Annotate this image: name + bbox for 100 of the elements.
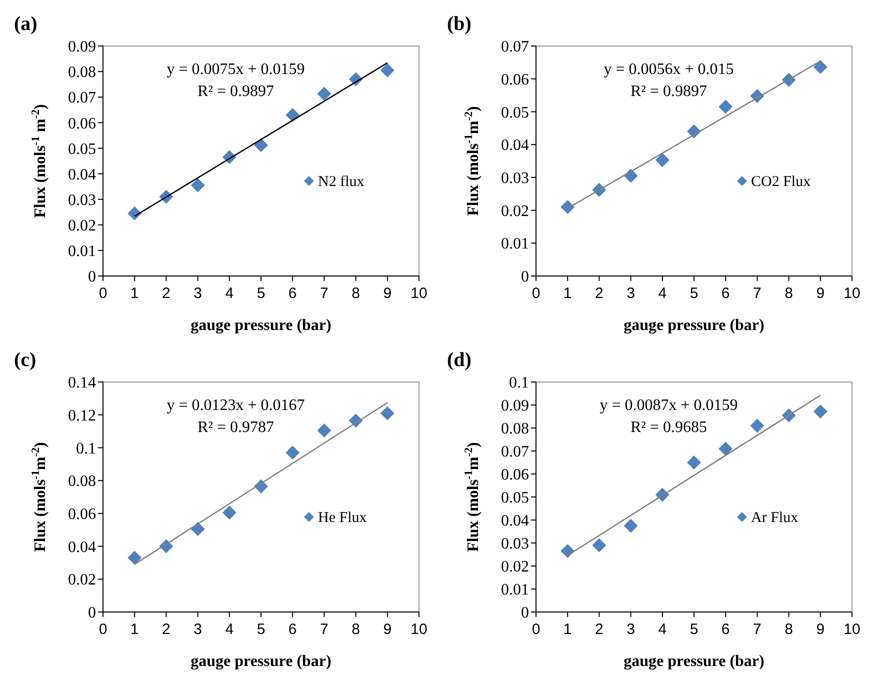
- x-tick-label: 8: [352, 285, 360, 302]
- x-tick-label: 10: [844, 285, 860, 302]
- y-tick-label: 0.08: [68, 473, 96, 490]
- y-tick-label: 0.04: [68, 538, 96, 556]
- chart-title: (c): [14, 349, 36, 371]
- annotation: R² = 0.9787: [197, 419, 274, 436]
- x-tick-label: 9: [816, 285, 825, 302]
- y-tick-label: 0.14: [68, 374, 96, 392]
- y-tick-label: 0: [88, 604, 96, 622]
- y-tick-label: 0.09: [501, 398, 529, 415]
- y-tick-label: 0.04: [501, 512, 529, 530]
- x-tick-label: 10: [410, 285, 428, 302]
- x-tick-label: 0: [98, 621, 108, 638]
- point: [380, 63, 394, 78]
- x-axis-title: gauge pressure (bar): [624, 653, 764, 670]
- point: [655, 153, 670, 168]
- y-tick-label: 0.05: [501, 104, 529, 122]
- y-tick-label: 0.05: [68, 140, 96, 158]
- x-tick-label: 0: [532, 621, 540, 638]
- x-tick-label: 0: [532, 285, 540, 302]
- y-tick-label: 0.05: [501, 490, 529, 507]
- annotation: R² = 0.9685: [630, 419, 707, 436]
- point: [687, 456, 701, 470]
- x-axis-title: gauge pressure (bar): [624, 317, 764, 334]
- x-tick-label: 5: [690, 285, 698, 302]
- annotation: y = 0.0087x + 0.0159: [600, 397, 738, 414]
- x-tick-label: 1: [130, 285, 139, 302]
- point: [317, 423, 332, 438]
- point: [560, 544, 575, 558]
- y-tick-label: 0: [521, 268, 529, 286]
- y-tick-label: 0.03: [501, 170, 529, 188]
- x-tick-label: 9: [816, 621, 825, 638]
- y-tick-label: 0.07: [501, 444, 529, 461]
- point: [317, 86, 332, 101]
- x-tick-label: 4: [225, 621, 234, 638]
- legend-label: He Flux: [318, 510, 368, 526]
- y-tick-label: 0: [88, 268, 96, 286]
- point: [624, 518, 638, 533]
- x-tick-label: 4: [658, 285, 667, 302]
- chart-title: (b): [447, 13, 472, 35]
- point: [813, 60, 828, 74]
- x-tick-label: 3: [194, 285, 202, 302]
- point: [380, 406, 394, 420]
- x-tick-label: 8: [784, 285, 793, 302]
- y-tick-label: 0.08: [68, 64, 96, 82]
- y-tick-label: 0.04: [68, 166, 96, 184]
- y-tick-label: 0.09: [68, 38, 96, 56]
- y-tick-label: 0: [521, 604, 529, 622]
- y-tick-label: 0.01: [501, 236, 529, 253]
- x-tick-label: 6: [721, 621, 730, 638]
- point: [718, 442, 733, 456]
- point: [718, 100, 733, 114]
- y-tick-label: 0.06: [68, 115, 96, 132]
- y-tick-label: 0.1: [76, 440, 96, 458]
- annotation: y = 0.0056x + 0.015: [604, 61, 734, 78]
- x-tick-label: 5: [256, 285, 266, 302]
- chart-title: (a): [14, 13, 38, 35]
- x-tick-label: 9: [383, 621, 392, 638]
- y-tick-label: 0.04: [501, 137, 529, 154]
- x-tick-label: 10: [410, 621, 428, 638]
- point: [128, 550, 142, 565]
- x-tick-label: 4: [658, 621, 667, 638]
- x-tick-label: 2: [595, 285, 604, 302]
- x-tick-label: 7: [320, 285, 328, 302]
- x-tick-label: 3: [194, 621, 202, 638]
- annotation: R² = 0.9897: [630, 83, 707, 100]
- point: [190, 178, 205, 192]
- x-tick-label: 4: [225, 285, 234, 302]
- y-tick-label: 0.01: [68, 243, 96, 260]
- y-tick-label: 0.01: [501, 582, 529, 599]
- y-tick-label: 0.06: [501, 71, 529, 88]
- point: [128, 206, 142, 220]
- point: [592, 538, 606, 552]
- x-tick-label: 1: [563, 621, 572, 638]
- x-axis-title: gauge pressure (bar): [190, 317, 332, 334]
- x-tick-label: 2: [595, 621, 604, 638]
- x-tick-label: 5: [690, 621, 698, 638]
- y-tick-label: 0.02: [501, 202, 529, 220]
- x-tick-label: 7: [753, 621, 762, 638]
- x-tick-label: 2: [162, 621, 170, 638]
- x-tick-label: 6: [288, 621, 297, 638]
- chart-title: (d): [447, 349, 472, 371]
- point: [222, 506, 236, 520]
- annotation: R² = 0.9897: [197, 83, 274, 100]
- x-tick-label: 3: [626, 621, 635, 638]
- y-tick-label: 0.03: [501, 536, 529, 553]
- point: [560, 200, 575, 214]
- y-tick-label: 0.08: [501, 420, 529, 438]
- y-tick-label: 0.02: [68, 572, 96, 589]
- x-tick-label: 6: [288, 285, 297, 302]
- y-tick-label: 0.07: [501, 38, 529, 56]
- y-tick-label: 0.07: [68, 90, 96, 107]
- x-tick-label: 7: [753, 285, 762, 302]
- x-tick-label: 5: [256, 621, 266, 638]
- x-tick-label: 7: [320, 621, 328, 638]
- legend-label: N2 flux: [318, 174, 365, 190]
- annotation: y = 0.0075x + 0.0159: [166, 61, 305, 78]
- x-tick-label: 0: [98, 285, 108, 302]
- annotation: y = 0.0123x + 0.0167: [166, 397, 305, 414]
- legend-label: CO2 Flux: [751, 174, 812, 190]
